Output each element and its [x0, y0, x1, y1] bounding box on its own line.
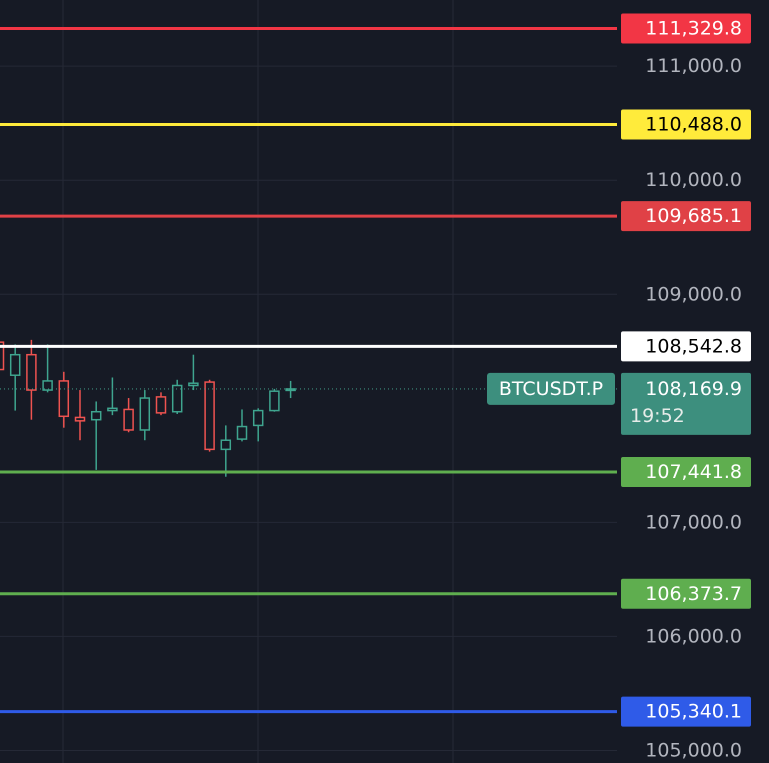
- price-level-label-box: [621, 578, 751, 609]
- price-level-label: 106,373.7: [645, 583, 742, 605]
- price-level-label: 105,340.1: [645, 701, 742, 723]
- candle-body: [107, 407, 118, 412]
- y-tick-label: 111,000.0: [645, 55, 742, 77]
- candle-body: [42, 380, 53, 391]
- candle-body: [9, 353, 21, 376]
- candle-body: [90, 410, 102, 421]
- price-axis: 111,000.0 110,000.0 109,000.0 107,000.0 106,…: [487, 13, 751, 761]
- price-level-label: 110,488.0: [645, 114, 742, 136]
- y-tick-label: 110,000.0: [645, 169, 742, 191]
- candle-body: [123, 408, 134, 431]
- y-tick-label: 107,000.0: [645, 511, 742, 533]
- price-level-label-box: [621, 456, 751, 487]
- candle-body: [26, 353, 37, 391]
- candle-body: [204, 381, 215, 451]
- countdown-label: 19:52: [630, 405, 685, 427]
- price-level-label-box: [621, 331, 751, 362]
- candle-body: [269, 390, 280, 412]
- price-level-label-box: [621, 13, 751, 44]
- candle-body: [0, 341, 5, 371]
- price-level-label: 111,329.8: [645, 18, 742, 40]
- candle-body: [236, 425, 248, 440]
- price-level-label-box: [621, 109, 751, 140]
- y-tick-label: 109,000.0: [645, 283, 742, 305]
- plot: [0, 27, 617, 714]
- y-tick-label: 105,000.0: [645, 739, 742, 761]
- price-level-label: 107,441.8: [645, 461, 742, 483]
- price-level-label: 109,685.1: [645, 205, 742, 227]
- current-price-box: [621, 372, 751, 435]
- price-level-label-box: [621, 696, 751, 727]
- price-level-label-box: [621, 201, 751, 232]
- candle-body: [58, 380, 70, 418]
- price-level-label: 108,542.8: [645, 335, 742, 357]
- candle-body: [188, 382, 199, 387]
- candle-body: [285, 388, 296, 392]
- symbol-label: BTCUSDT.P: [499, 378, 603, 400]
- candle-body: [74, 416, 86, 422]
- candle-body: [252, 409, 264, 427]
- candle-body: [155, 396, 167, 414]
- y-tick-label: 106,000.0: [645, 625, 742, 647]
- symbol-label-box: [487, 372, 615, 405]
- candle-body: [220, 439, 232, 451]
- candle-body: [171, 384, 183, 413]
- current-price-label: 108,169.9: [645, 378, 742, 400]
- grid: [0, 65, 617, 751]
- candle-body: [139, 397, 151, 431]
